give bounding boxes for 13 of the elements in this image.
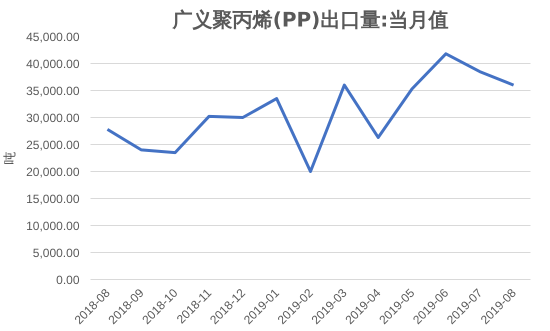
y-tick-label: 30,000.00	[26, 111, 80, 125]
y-tick-label: 45,000.00	[26, 30, 80, 44]
y-tick-label: 40,000.00	[26, 57, 80, 71]
y-tick-label: 20,000.00	[26, 165, 80, 179]
y-tick-label: 25,000.00	[26, 138, 80, 152]
y-tick-label: 5,000.00	[32, 246, 80, 260]
y-axis-title: 吨	[3, 152, 18, 164]
chart-title: 广义聚丙烯(PP)出口量:当月值	[172, 8, 448, 32]
y-tick-label: 10,000.00	[26, 219, 80, 233]
y-tick-label: 35,000.00	[26, 84, 80, 98]
y-tick-label: 0.00	[56, 273, 80, 287]
y-tick-label: 15,000.00	[26, 192, 80, 206]
line-series	[106, 52, 516, 173]
